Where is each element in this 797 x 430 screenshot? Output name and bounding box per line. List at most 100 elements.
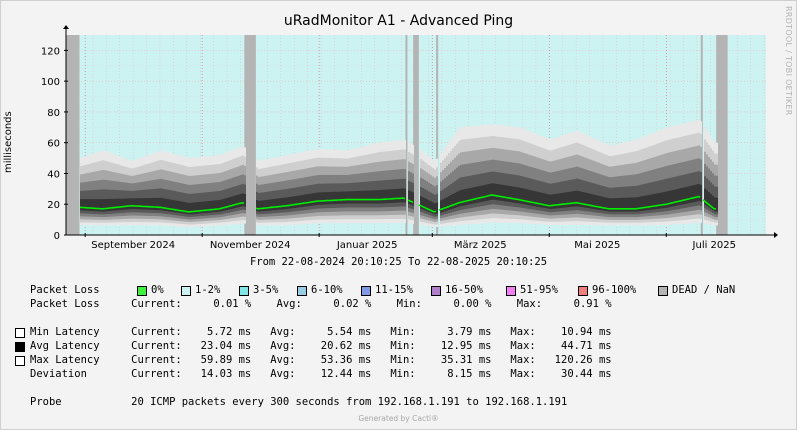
smoke-band [562,192,564,208]
smoke-band [396,188,398,203]
smoke-band [592,194,594,209]
smoke-band [486,184,488,201]
smoke-band [456,191,458,208]
smoke-band [334,191,336,205]
y-tick-label: 120 [41,46,60,57]
smoke-band [492,183,494,200]
smoke-band [558,193,560,209]
smoke-band [222,199,224,212]
smoke-band [82,199,84,211]
smoke-band [514,186,516,203]
smoke-band [168,199,170,212]
smoke-band [530,190,532,206]
smoke-band [346,191,348,204]
smoke-band [424,198,426,211]
packet-loss-swatch [431,286,441,296]
x-tick-label: Mai 2025 [574,240,620,250]
x-tick-label: Januar 2025 [336,240,398,250]
smoke-band [176,200,178,213]
smoke-band [700,184,702,202]
packet-loss-swatch [181,286,191,296]
smoke-band [256,200,258,211]
smoke-band [676,189,678,206]
smoke-band [216,200,218,212]
smoke-band [208,201,210,213]
smoke-band [292,196,294,209]
smoke-band [80,199,82,211]
smoke-band [174,200,176,213]
y-axis-arrow [63,25,69,29]
smoke-band [402,188,404,203]
y-tick-label: 100 [41,77,60,88]
smoke-band [298,195,300,208]
smoke-band [538,192,540,207]
smoke-band [192,202,194,215]
smoke-band [302,194,304,207]
smoke-band [584,192,586,208]
smoke-band [614,198,616,212]
smoke-band [238,194,240,208]
smoke-band [690,185,692,203]
smoke-band [382,189,384,204]
smoke-band [150,197,152,210]
smoke-band [656,193,658,210]
smoke-band [674,189,676,207]
smoke-band [328,192,330,205]
max-latency-row: Max Latency Current: 59.89 ms Avg: 53.36… [30,354,612,366]
smoke-band [602,196,604,211]
smoke-band [114,198,116,211]
smoke-band [540,192,542,208]
smoke-band [258,200,260,212]
smoke-band [122,198,124,210]
smoke-band [440,200,442,213]
smoke-band [220,199,222,212]
packet-loss-key-label: 6-10% [311,284,343,296]
smoke-band [412,192,414,206]
smoke-band [190,202,192,215]
smoke-band [678,188,680,206]
smoke-band [696,184,698,202]
smoke-band [694,184,696,202]
smoke-band [194,202,196,214]
smoke-band [376,190,378,204]
smoke-band [370,190,372,204]
smoke-band [466,188,468,205]
smoke-band [542,193,544,208]
x-tick-label: Juli 2025 [692,240,736,250]
smoke-band [532,190,534,206]
smoke-band [380,190,382,204]
smoke-band [518,187,520,204]
x-tick-label: März 2025 [454,240,507,250]
smoke-band [132,198,134,210]
packet-loss-swatch [658,286,668,296]
dead-period [244,35,256,235]
smoke-band [324,192,326,205]
packet-loss-key-label: 16-50% [445,284,483,296]
smoke-band [138,198,140,210]
smoke-band [378,190,380,204]
smoke-band [400,188,402,203]
generated-by-footer: Generated by Cacti® [358,414,439,423]
smoke-band [130,198,132,210]
smoke-band [628,197,630,212]
x-tick-label: November 2024 [210,240,291,250]
smoke-band [188,202,190,215]
smoke-band [454,192,456,209]
smoke-band [90,199,92,211]
smoke-band [284,197,286,210]
smoke-band [264,200,266,212]
smoke-band [582,192,584,208]
smoke-band [470,187,472,205]
smoke-band [574,190,576,207]
smoke-band [594,194,596,210]
smoke-band [272,199,274,211]
smoke-band [92,199,94,212]
smoke-band [684,187,686,205]
smoke-band [490,183,492,200]
smoke-band [340,191,342,204]
smoke-band [218,200,220,212]
smoke-band [646,195,648,211]
smoke-band [134,198,136,210]
smoke-band [204,201,206,214]
smoke-band [616,198,618,212]
